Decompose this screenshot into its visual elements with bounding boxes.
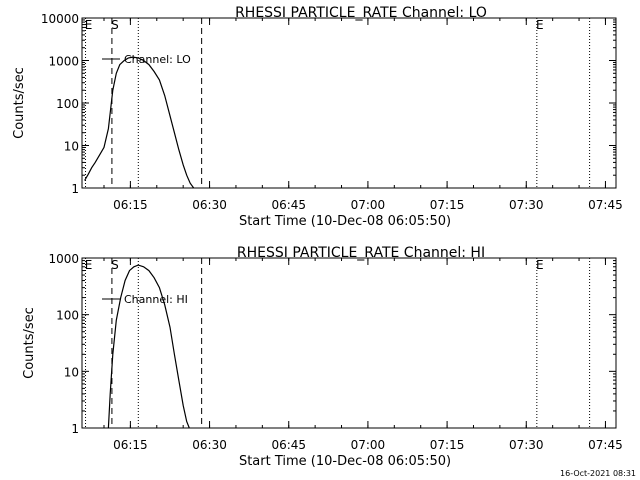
x-tick-label: 07:45 — [588, 438, 623, 452]
plot-frame — [81, 257, 617, 429]
x-tick-label: 06:30 — [192, 198, 227, 212]
x-tick-label: 07:30 — [509, 198, 544, 212]
event-marker-label: E — [85, 258, 93, 272]
plot-timestamp: 16-Oct-2021 08:31 — [560, 469, 636, 478]
y-tick-label: 10 — [64, 365, 79, 379]
x-tick-label: 07:15 — [430, 198, 465, 212]
y-tick-label: 100 — [56, 97, 79, 111]
legend-label: Channel: LO — [124, 53, 191, 66]
chart-title: RHESSI PARTICLE_RATE Channel: HI — [237, 245, 485, 261]
chart-panel-1: RHESSI PARTICLE_RATE Channel: LO 1 10 100 10… — [12, 5, 623, 229]
x-tick-label: 07:45 — [588, 198, 623, 212]
event-marker-label: E — [85, 18, 93, 32]
y-tick-label: 10000 — [41, 12, 79, 26]
y-tick-label: 1 — [71, 182, 79, 196]
x-tick-label: 06:15 — [113, 198, 148, 212]
x-tick-label: 07:00 — [351, 198, 386, 212]
plot-frame — [81, 17, 617, 189]
event-marker-label: E — [536, 258, 544, 272]
y-tick-label: 1000 — [48, 55, 79, 69]
x-tick-label: 06:45 — [271, 198, 306, 212]
y-tick-label: 10 — [64, 140, 79, 154]
y-tick-label: 1 — [71, 422, 79, 436]
y-tick-label: 100 — [56, 309, 79, 323]
x-tick-label: 07:00 — [351, 438, 386, 452]
series-line — [84, 56, 195, 189]
x-tick-label: 06:30 — [192, 438, 227, 452]
x-tick-label: 06:45 — [271, 438, 306, 452]
event-marker-label: S — [111, 18, 119, 32]
chart-title: RHESSI PARTICLE_RATE Channel: LO — [235, 5, 487, 21]
x-tick-label: 07:15 — [430, 438, 465, 452]
x-axis-label: Start Time (10-Dec-08 06:05:50) — [239, 214, 451, 229]
y-axis-label: Counts/sec — [12, 67, 27, 139]
event-marker-label: S — [111, 258, 119, 272]
event-marker-label: E — [536, 18, 544, 32]
y-tick-label: 1000 — [48, 252, 79, 266]
x-tick-label: 06:15 — [113, 438, 148, 452]
series-line — [107, 264, 190, 429]
x-axis-label: Start Time (10-Dec-08 06:05:50) — [239, 454, 451, 469]
x-tick-label: 07:30 — [509, 438, 544, 452]
legend-label: Channel: HI — [124, 293, 188, 306]
chart-panel-2: RHESSI PARTICLE_RATE Channel: HI 1 10 100 10… — [22, 245, 623, 469]
y-axis-label: Counts/sec — [22, 307, 37, 379]
